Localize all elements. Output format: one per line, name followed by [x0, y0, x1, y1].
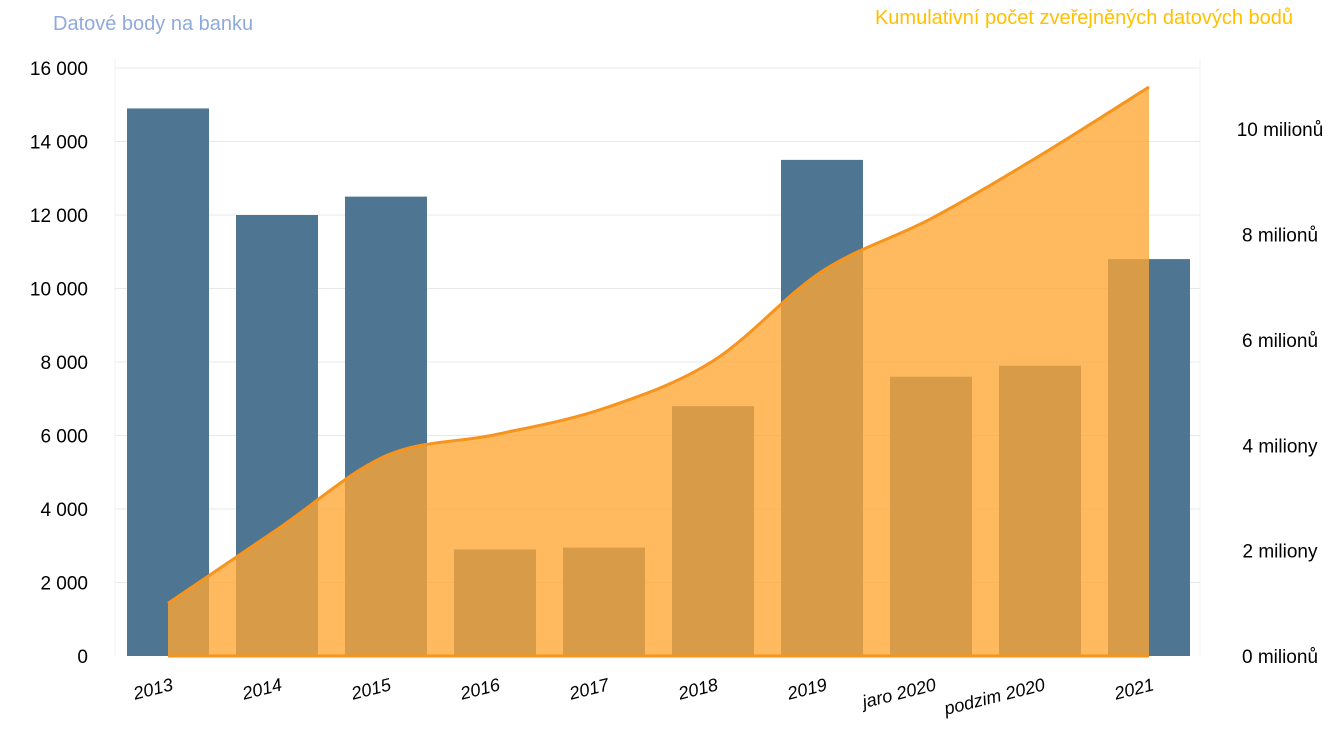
left-y-axis: 0 2 000 4 000 6 000 8 000 10 000 12 000 14 000 1… [30, 59, 88, 668]
left-axis-title: Datové body na banku [53, 13, 253, 35]
right-tick-label: 4 miliony [1243, 436, 1318, 457]
x-tick-label: 2015 [348, 674, 394, 704]
x-tick-label: 2016 [457, 674, 503, 704]
right-tick-label: 2 miliony [1243, 542, 1318, 563]
x-tick-label: podzim 2020 [941, 674, 1047, 719]
left-tick-label: 0 [77, 647, 88, 668]
left-tick-label: 14 000 [30, 133, 88, 154]
right-tick-label: 10 milionů [1237, 120, 1324, 141]
x-tick-label: 2018 [675, 674, 720, 703]
right-y-axis: 0 milionů 2 miliony 4 miliony 6 milionů 8 mi… [1237, 120, 1324, 668]
left-tick-label: 4 000 [40, 500, 88, 521]
right-tick-label: 6 milionů [1242, 331, 1318, 352]
x-tick-label: 2014 [239, 674, 284, 703]
area-fill [168, 87, 1149, 656]
x-tick-label: 2021 [1111, 674, 1156, 703]
left-tick-label: 2 000 [40, 574, 88, 595]
right-tick-label: 8 milionů [1242, 226, 1318, 247]
left-tick-label: 12 000 [30, 206, 88, 227]
x-tick-label: jaro 2020 [857, 674, 938, 712]
right-tick-label: 0 milionů [1242, 647, 1318, 668]
x-tick-label: 2013 [130, 674, 175, 703]
x-axis: 2013 2014 2015 2016 2017 2018 2019 jaro 2020 pod… [130, 674, 1156, 719]
right-axis-title: Kumulativní počet zveřejněných datových … [875, 7, 1293, 29]
area-series [167, 85, 1150, 658]
left-tick-label: 8 000 [40, 353, 88, 374]
left-tick-label: 16 000 [30, 59, 88, 80]
left-tick-label: 10 000 [30, 280, 88, 301]
left-tick-label: 6 000 [40, 427, 88, 448]
x-tick-label: 2017 [566, 674, 612, 704]
x-tick-label: 2019 [784, 674, 829, 703]
area-line [167, 85, 1150, 605]
bar [127, 108, 209, 657]
